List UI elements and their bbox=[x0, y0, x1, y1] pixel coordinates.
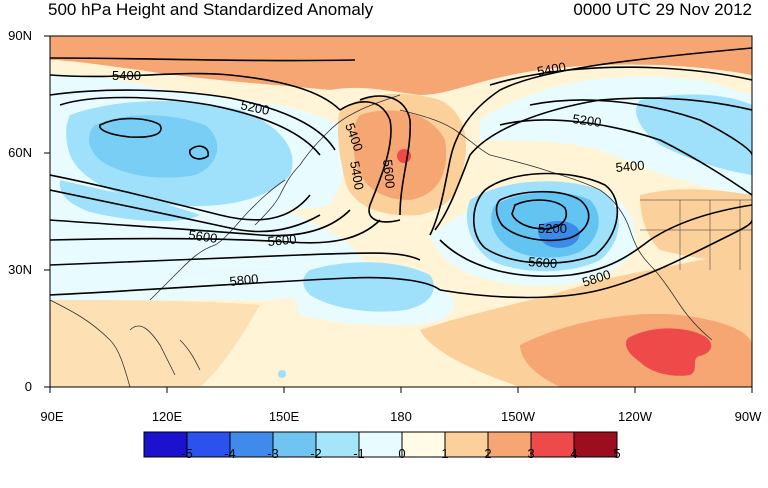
contour-label: 5400 bbox=[536, 59, 567, 79]
height-contours bbox=[50, 47, 752, 299]
contour-5800-w bbox=[50, 252, 421, 266]
contour-label: 5200 bbox=[572, 111, 603, 130]
contour-low-gulf-1 bbox=[495, 190, 590, 242]
colorbar-swatch bbox=[273, 432, 316, 457]
lon-label-150e: 150E bbox=[268, 409, 300, 424]
contour-low-gulf-3 bbox=[473, 172, 619, 264]
anomaly-neg3-siberia bbox=[88, 115, 218, 178]
contour-5400-japan bbox=[50, 174, 311, 221]
contour-low-gulf-2 bbox=[511, 199, 567, 230]
colorbar-label: 1 bbox=[441, 446, 449, 461]
contour-label: 5400 bbox=[615, 158, 645, 175]
contour-5500-e bbox=[529, 99, 752, 156]
contour-5800-e bbox=[439, 219, 752, 299]
colorbar-label: -1 bbox=[353, 446, 365, 461]
colorbar-label: -5 bbox=[181, 446, 193, 461]
lat-label-90n: 90N bbox=[8, 28, 32, 43]
colorbar-label: -2 bbox=[310, 446, 322, 461]
anomaly-pos3-arctic bbox=[50, 36, 752, 95]
contour-5400-w bbox=[50, 72, 341, 111]
colorbar-swatch bbox=[359, 432, 402, 457]
colorbar-swatch bbox=[230, 432, 273, 457]
colorbar-swatch bbox=[187, 432, 230, 457]
contour-label: 5600 bbox=[188, 227, 219, 246]
contour-5400-e2 bbox=[499, 119, 752, 196]
contour-5200-e bbox=[434, 97, 752, 231]
contour-low-siberia bbox=[99, 117, 162, 138]
contour-label-group: 5400 5200 5400 5600 5400 5600 5800 5400 … bbox=[112, 59, 645, 290]
contour-label: 5200 bbox=[239, 97, 270, 118]
coast-philippines bbox=[129, 325, 176, 376]
axis-ticks bbox=[44, 35, 753, 393]
coast-mexico bbox=[649, 264, 713, 341]
coast-china bbox=[149, 179, 286, 301]
contour-5600-ridge bbox=[339, 101, 401, 223]
anomaly-neg2-small bbox=[278, 370, 286, 378]
lon-label-180: 180 bbox=[390, 409, 412, 424]
contour-5800-w2 bbox=[50, 276, 441, 296]
contour-5600-ridge-2 bbox=[359, 95, 412, 216]
colorbar-label: -4 bbox=[224, 446, 236, 461]
contour-5600-e bbox=[439, 204, 752, 278]
anomaly-pos2-usa bbox=[640, 189, 752, 261]
coastlines bbox=[50, 94, 752, 387]
lat-label-0: 0 bbox=[24, 379, 32, 394]
colorbar-label: 0 bbox=[398, 446, 406, 461]
valid-time: 0000 UTC 29 Nov 2012 bbox=[573, 0, 752, 19]
anomaly-pos1-sw bbox=[50, 300, 260, 387]
contour-low-siberia-2 bbox=[189, 145, 210, 160]
colorbar-swatch bbox=[574, 432, 617, 457]
coast-japan bbox=[254, 164, 301, 226]
colorbar-frame bbox=[143, 431, 618, 458]
lon-label-150w: 150W bbox=[501, 409, 535, 424]
colorbar-swatch bbox=[488, 432, 531, 457]
anomaly-pos4-bering bbox=[397, 149, 411, 163]
colorbar-swatch bbox=[531, 432, 574, 457]
contour-arctic-1 bbox=[50, 57, 356, 62]
colorbar-label: -3 bbox=[267, 446, 279, 461]
contour-5300-e bbox=[489, 66, 752, 86]
coast-se-asia bbox=[50, 299, 131, 387]
lon-label-90e: 90E bbox=[40, 409, 64, 424]
lon-label-90w: 90W bbox=[734, 409, 762, 424]
contour-label: 5600 bbox=[380, 159, 398, 189]
contour-5500 bbox=[50, 189, 321, 233]
contour-label: 5600 bbox=[267, 232, 297, 249]
anomaly-neg2-japan bbox=[59, 180, 200, 222]
map-title: 500 hPa Height and Standardized Anomaly bbox=[48, 0, 374, 19]
contour-label: 5800 bbox=[229, 271, 259, 289]
colorbar-swatch bbox=[144, 432, 187, 457]
colorbar-dividers bbox=[186, 432, 575, 457]
contour-5600-w bbox=[50, 209, 351, 237]
colorbar-label: 5 bbox=[613, 446, 621, 461]
contour-5300-w bbox=[59, 96, 321, 156]
anomaly-pos4-ep bbox=[625, 328, 712, 376]
contour-label: 5600 bbox=[528, 254, 558, 271]
colorbar-label: 4 bbox=[570, 446, 578, 461]
colorbar-label: 3 bbox=[527, 446, 535, 461]
anomaly-neg2-central bbox=[303, 262, 434, 312]
colorbar-swatch bbox=[445, 432, 488, 457]
colorbar bbox=[143, 431, 618, 458]
coast-islands bbox=[179, 339, 201, 371]
anomaly-neg2-canada bbox=[636, 94, 752, 175]
contour-5700-w bbox=[50, 219, 381, 244]
colorbar-swatch bbox=[402, 432, 445, 457]
contour-label: 5400 bbox=[347, 160, 367, 191]
colorbar-label: 2 bbox=[484, 446, 492, 461]
coast-siberia bbox=[299, 94, 401, 166]
lon-label-120e: 120E bbox=[151, 409, 183, 424]
state-borders bbox=[640, 199, 752, 270]
lat-label-30n: 30N bbox=[8, 262, 32, 277]
contour-5400-e bbox=[429, 47, 752, 236]
lon-label-120w: 120W bbox=[618, 409, 652, 424]
anomaly-field bbox=[50, 36, 752, 387]
colorbar-swatch bbox=[316, 432, 359, 457]
coast-alaska bbox=[399, 109, 651, 266]
contour-label: 5200 bbox=[538, 221, 567, 236]
lat-label-60n: 60N bbox=[8, 145, 32, 160]
contour-5200-w bbox=[50, 89, 336, 151]
contour-label: 5400 bbox=[112, 68, 141, 83]
